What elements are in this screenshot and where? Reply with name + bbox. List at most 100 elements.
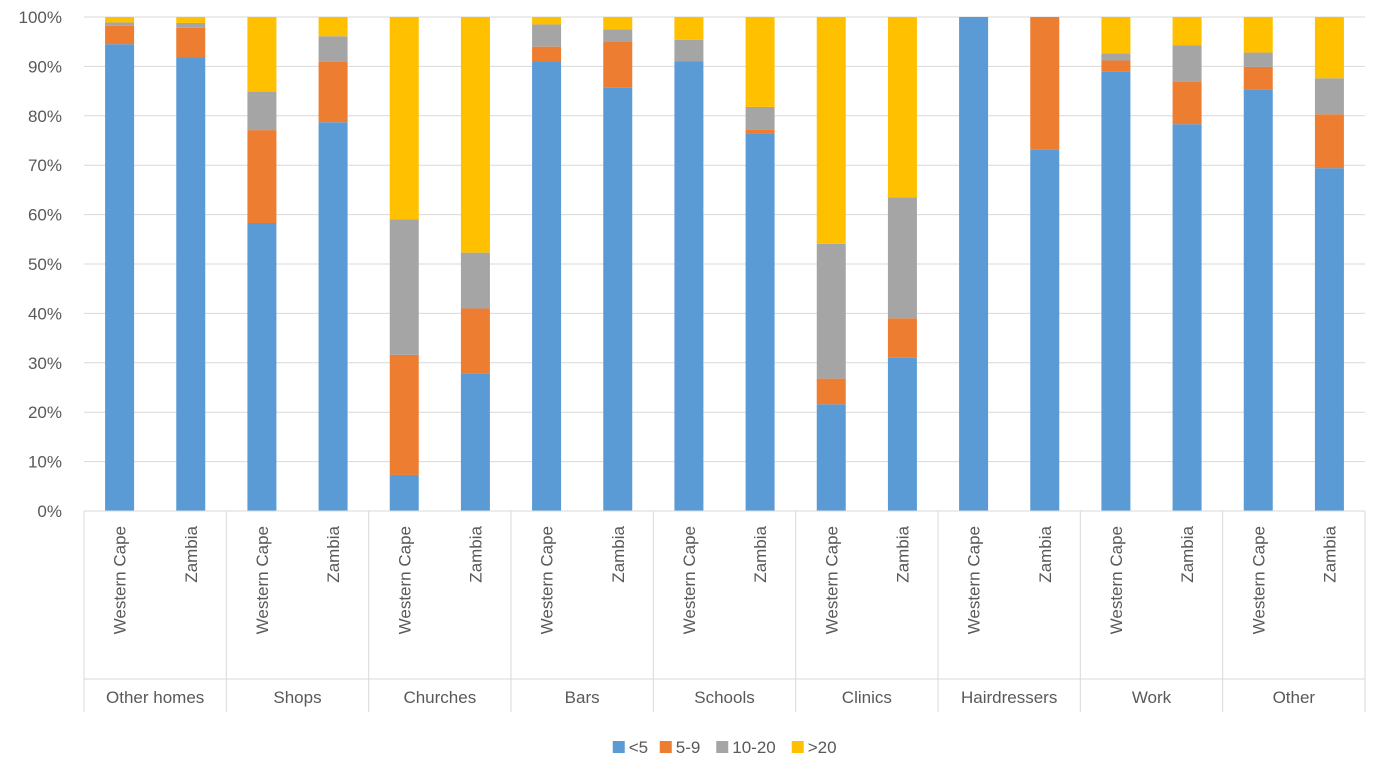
bar-segment [887,17,917,198]
x-subcategory-label: Zambia [1036,525,1055,582]
bars [105,17,1344,512]
y-tick-label: 90% [28,57,62,76]
bar-segment [105,44,135,512]
bar-segment [532,24,562,47]
x-group-label: Other homes [106,688,204,707]
x-group-label: Hairdressers [961,688,1057,707]
bar-segment [1314,168,1344,511]
bar-segment [1243,89,1273,512]
x-subcategory-label: Zambia [324,525,343,582]
y-tick-label: 30% [28,354,62,373]
bar-segment [603,29,633,42]
y-tick-label: 80% [28,107,62,126]
bar-segment [674,61,704,512]
bar-segment [318,17,348,37]
bar-segment [318,61,348,123]
x-subcategory-label: Zambia [893,525,912,582]
legend-swatch [791,741,804,753]
bar-segment [745,106,775,130]
bar-segment [1101,60,1131,72]
legend-label: 5-9 [676,738,701,757]
legend-swatch [716,741,729,753]
bar-segment [1172,45,1202,82]
bar-segment [1243,17,1273,53]
x-subcategory-label: Western Cape [253,526,272,634]
x-subcategory-label: Western Cape [1107,526,1126,634]
bar-segment [816,404,846,511]
bar-segment [389,17,419,220]
bar-segment [1101,53,1131,61]
bar-segment [460,252,490,309]
x-subcategory-label: Zambia [466,525,485,582]
x-group-label: Other [1273,688,1316,707]
bar-segment [816,243,846,379]
x-subcategory-label: Zambia [1178,525,1197,582]
bar-segment [745,133,775,512]
bar-segment [105,22,135,26]
bar-segment [1243,66,1273,90]
axes: 0% 10% 20% 30% 40% 50% 60% 70% 80% 90% 100% Western… [19,8,1366,712]
bar-segment [318,122,348,512]
y-tick-label: 100% [19,8,62,27]
x-subcategory-label: Zambia [182,525,201,582]
bar-segment [603,87,633,511]
bar-segment [1314,78,1344,115]
y-tick-label: 0% [37,502,62,521]
x-group-label: Work [1132,688,1172,707]
gridlines [84,16,1365,463]
bar-segment [532,17,562,25]
y-tick-label: 60% [28,206,62,225]
bar-segment [247,222,277,512]
bar-segment [603,41,633,88]
bar-segment [1314,17,1344,79]
bar-segment [816,378,846,405]
y-tick-label: 10% [28,453,62,472]
bar-segment [247,91,277,131]
bar-segment [1030,17,1060,150]
bar-segment [532,46,562,62]
bar-segment [389,354,419,475]
legend-swatch [612,741,625,753]
bar-segment [176,22,206,28]
bar-segment [887,357,917,511]
x-subcategory-label: Zambia [751,525,770,582]
legend-label: >20 [808,738,837,757]
bar-segment [1172,124,1202,511]
bar-segment [959,17,989,511]
bar-segment [318,36,348,62]
x-subcategory-label: Zambia [609,525,628,582]
y-tick-label: 70% [28,156,62,175]
y-tick-label: 40% [28,304,62,323]
x-subcategory-label: Western Cape [965,526,984,634]
bar-segment [176,57,206,512]
bar-segment [745,129,775,134]
bar-segment [1101,17,1131,54]
x-subcategory-label: Western Cape [680,526,699,634]
x-subcategory-label: Western Cape [538,526,557,634]
bar-segment [1314,114,1344,169]
bar-segment [247,130,277,223]
bar-segment [887,318,917,358]
bar-segment [674,17,704,40]
bar-segment [603,17,633,30]
x-group-label: Bars [565,688,600,707]
bar-segment [1101,71,1131,511]
x-group-label: Clinics [842,688,892,707]
legend: <5 5-9 10-20 >20 [612,738,837,757]
bar-segment [745,17,775,107]
x-group-label: Schools [694,688,754,707]
x-subcategory-label: Zambia [1320,525,1339,582]
bar-segment [460,17,490,253]
x-subcategory-label: Western Cape [111,526,130,634]
y-tick-label: 50% [28,255,62,274]
bar-segment [887,197,917,319]
bar-segment [1030,149,1060,512]
x-subcategory-label: Western Cape [1249,526,1268,634]
bar-segment [1243,52,1273,67]
legend-label: <5 [629,738,648,757]
bar-segment [532,61,562,512]
legend-label: 10-20 [732,738,775,757]
y-tick-label: 20% [28,403,62,422]
x-group-label: Churches [403,688,476,707]
